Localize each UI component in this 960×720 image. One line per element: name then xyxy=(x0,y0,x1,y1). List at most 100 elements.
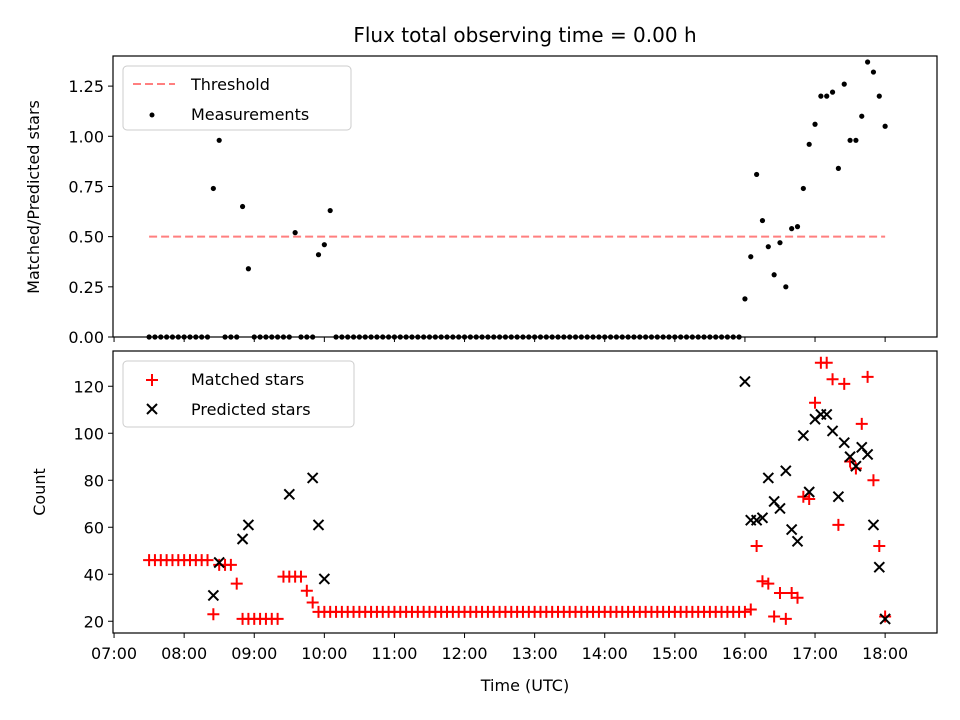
matched-star-point xyxy=(762,577,775,590)
predicted-star-point xyxy=(283,488,296,501)
predicted-star-point xyxy=(762,472,775,484)
counts-x-tick-label: 18:00 xyxy=(862,644,908,663)
matched-star-point xyxy=(849,462,862,475)
ratio-y-axis-label: Matched/Predicted stars xyxy=(24,100,43,294)
matched-star-point xyxy=(797,490,810,503)
measurement-point xyxy=(876,93,882,99)
predicted-star-point xyxy=(867,519,880,531)
counts-y-axis: 20 40 60 80 100 120 xyxy=(73,377,113,631)
predicted-star-point xyxy=(826,425,839,437)
measurement-point xyxy=(870,69,877,75)
predicted-star-point xyxy=(821,408,833,421)
counts-y-tick-label: 60 xyxy=(84,518,104,537)
predicted-star-point xyxy=(242,519,255,531)
predicted-star-point xyxy=(861,448,874,461)
measurements-legend-label: Measurements xyxy=(191,105,309,124)
predicted-star-point xyxy=(213,556,225,569)
counts-legend: Matched stars Predicted stars xyxy=(122,360,355,428)
measurement-point xyxy=(321,242,327,248)
predicted-star-point xyxy=(850,460,862,472)
measurement-point xyxy=(742,296,748,302)
predicted-star-point xyxy=(803,486,815,498)
predicted-star-point xyxy=(207,589,220,602)
threshold-legend-label: Threshold xyxy=(190,75,270,94)
predicted-star-point xyxy=(785,523,798,536)
measurements-legend-swatch xyxy=(149,112,155,118)
matched-star-point xyxy=(791,591,804,604)
matched-legend-swatch xyxy=(146,374,158,386)
matched-star-point xyxy=(867,474,880,487)
matched-star-point xyxy=(855,417,868,430)
matched-legend-label: Matched stars xyxy=(191,370,304,389)
counts-x-tick-label: 09:00 xyxy=(231,644,277,663)
matched-star-point xyxy=(873,540,886,553)
matched-star-point xyxy=(207,608,220,621)
measurement-point xyxy=(783,284,789,290)
predicted-star-point xyxy=(312,519,325,531)
measurement-point xyxy=(754,171,760,178)
predicted-legend-swatch xyxy=(146,403,158,415)
measurement-point xyxy=(315,252,322,258)
measurement-point xyxy=(853,137,859,143)
counts-x-tick-label: 15:00 xyxy=(652,644,698,663)
ratio-x-axis xyxy=(113,337,886,342)
matched-star-point xyxy=(271,612,284,625)
counts-y-tick-label: 20 xyxy=(84,612,104,631)
ratio-y-tick-label: 1.00 xyxy=(68,127,104,146)
measurement-point xyxy=(759,217,766,224)
predicted-star-point xyxy=(774,502,786,515)
matched-star-point xyxy=(826,373,839,386)
counts-x-tick-label: 11:00 xyxy=(371,644,417,663)
ratio-legend-box xyxy=(122,65,352,131)
chart-title: Flux total observing time = 0.00 h xyxy=(353,23,696,47)
measurement-point xyxy=(789,226,795,232)
measurement-point xyxy=(829,89,836,95)
predicted-star-point xyxy=(780,465,792,477)
predicted-star-point xyxy=(739,375,751,388)
predicted-star-point xyxy=(838,436,850,449)
ratio-y-tick-label: 1.25 xyxy=(68,77,104,96)
counts-x-tick-label: 07:00 xyxy=(91,644,137,663)
measurement-point xyxy=(806,141,812,147)
counts-x-axis: 07:00 08:00 09:00 10:00 11:00 12:00 13:00 14:00… xyxy=(91,633,908,663)
matched-star-point xyxy=(750,540,763,553)
matched-star-point xyxy=(861,370,874,383)
matched-star-point xyxy=(768,610,781,623)
predicted-legend-label: Predicted stars xyxy=(191,400,311,419)
ratio-legend: Threshold Measurements xyxy=(122,65,352,131)
predicted-star-point xyxy=(832,490,845,503)
matched-star-point xyxy=(294,570,307,583)
measurement-point xyxy=(216,137,222,143)
counts-panel: 20 40 60 80 100 120 07:00 08:00 09:00 10:00 11:00… xyxy=(30,350,938,695)
measurement-point xyxy=(292,230,298,236)
counts-y-tick-label: 120 xyxy=(73,377,104,396)
ratio-panel: Flux total observing time = 0.00 h 0.00 0… xyxy=(24,23,938,347)
counts-y-axis-label: Count xyxy=(30,468,49,516)
matched-star-point xyxy=(201,554,214,567)
predicted-star-point xyxy=(873,561,885,573)
measurement-point xyxy=(800,185,806,192)
matched-star-point xyxy=(300,584,313,597)
counts-x-tick-label: 13:00 xyxy=(512,644,558,663)
measurement-point xyxy=(777,240,783,246)
measurement-point xyxy=(847,137,853,143)
measurement-point xyxy=(794,224,801,230)
measurement-point xyxy=(841,81,847,87)
measurement-point xyxy=(859,113,865,119)
counts-y-tick-label: 100 xyxy=(73,424,104,443)
counts-x-tick-label: 10:00 xyxy=(301,644,347,663)
matched-star-point xyxy=(306,596,319,609)
ratio-y-tick-label: 0.50 xyxy=(68,228,104,247)
matched-star-point xyxy=(224,558,237,571)
matched-star-point xyxy=(230,577,243,590)
measurement-point xyxy=(245,266,252,272)
counts-y-tick-label: 40 xyxy=(84,565,104,584)
counts-legend-box xyxy=(122,360,355,428)
matched-star-point xyxy=(803,493,816,506)
ratio-y-tick-label: 0.00 xyxy=(68,328,104,347)
matched-star-point xyxy=(838,377,851,390)
measurement-point xyxy=(765,244,771,250)
counts-plot-area xyxy=(143,356,892,625)
counts-x-tick-label: 17:00 xyxy=(792,644,838,663)
